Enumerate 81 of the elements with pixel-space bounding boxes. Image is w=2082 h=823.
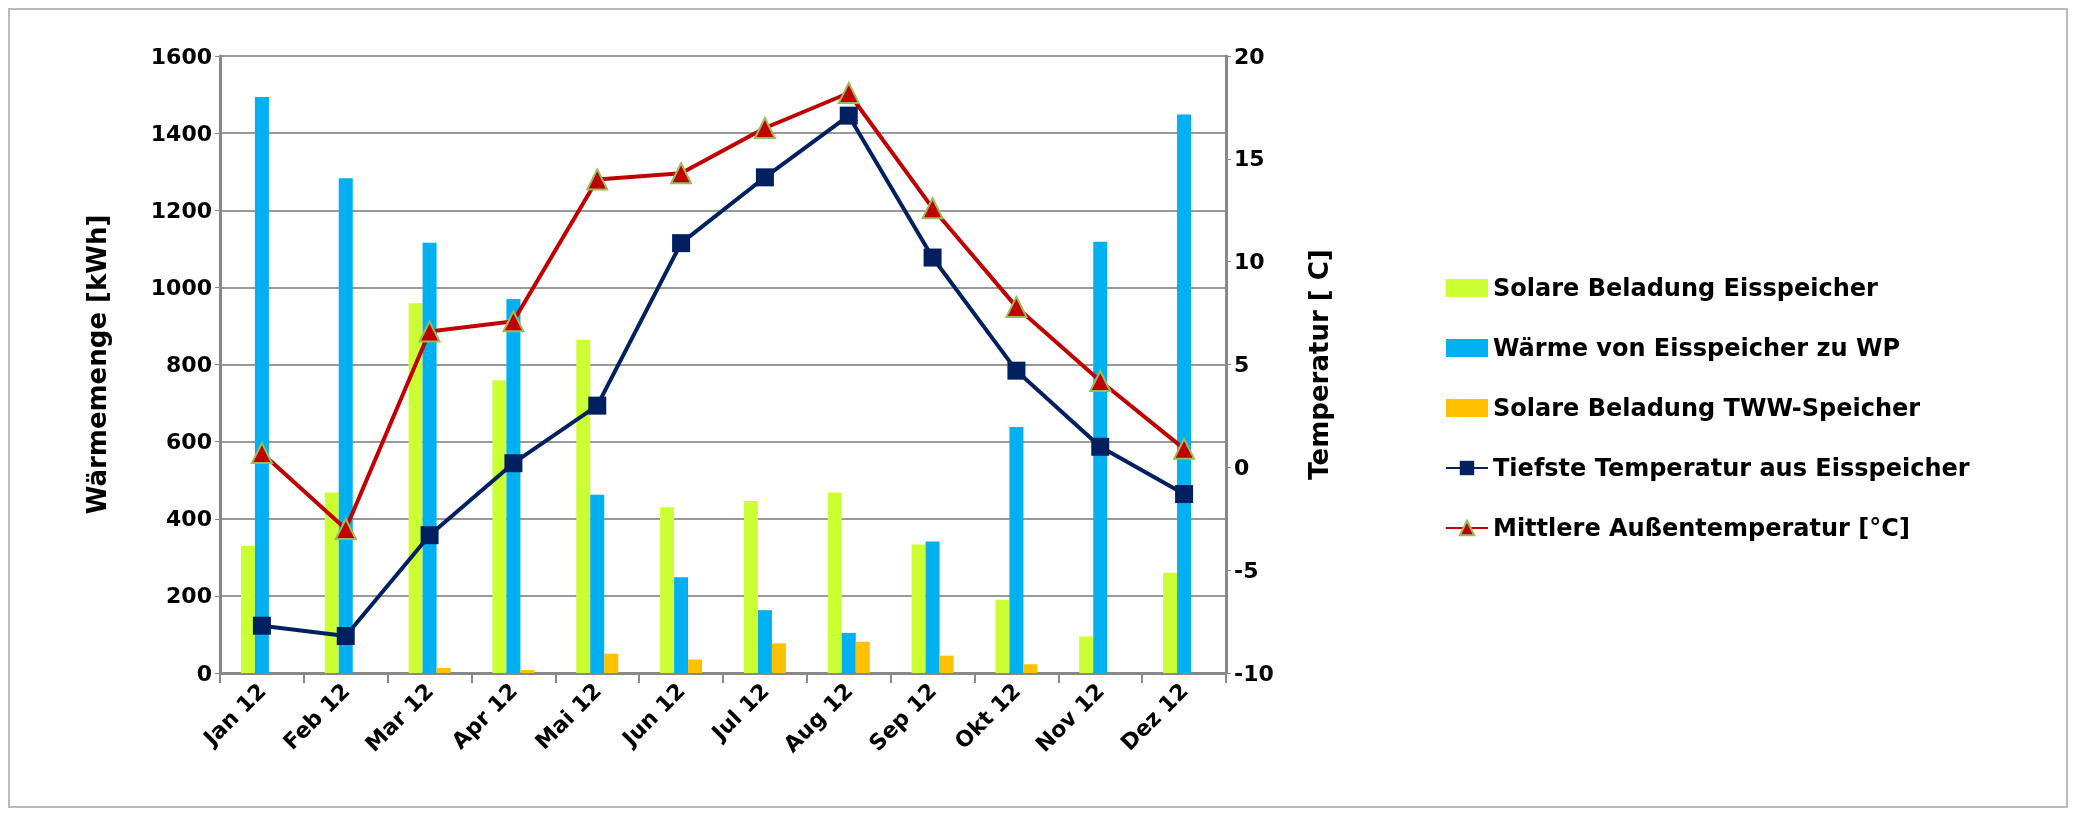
point xyxy=(755,168,774,187)
legend-label: Solare Beladung Eisspeicher xyxy=(1493,274,1879,302)
bar xyxy=(1079,636,1094,673)
point xyxy=(923,248,942,267)
point xyxy=(672,234,691,253)
point xyxy=(1091,437,1110,456)
bar xyxy=(841,632,856,673)
y-tick-label: 0 xyxy=(196,660,212,686)
x-tick-label: Okt 12 xyxy=(949,678,1026,754)
bar xyxy=(1177,114,1192,673)
point xyxy=(336,626,355,645)
bar xyxy=(1009,426,1024,673)
point xyxy=(504,454,523,473)
bar xyxy=(240,545,255,673)
y-tick-label: 800 xyxy=(166,352,212,377)
point xyxy=(1089,369,1112,392)
bar xyxy=(422,242,437,673)
y2-tick-label: 0 xyxy=(1234,454,1250,480)
point xyxy=(1005,295,1028,318)
point xyxy=(252,616,271,635)
point xyxy=(588,396,607,415)
x-tick-label: Feb 12 xyxy=(278,678,355,755)
bar xyxy=(254,96,269,673)
bar xyxy=(520,669,535,673)
legend-label: Tiefste Temperatur aus Eisspeicher xyxy=(1493,454,1970,482)
point xyxy=(502,310,525,333)
point xyxy=(418,320,441,343)
legend-label: Solare Beladung TWW-Speicher xyxy=(1493,394,1921,422)
point xyxy=(839,106,858,125)
bar xyxy=(995,599,1010,673)
y-tick-label: 1200 xyxy=(150,197,212,223)
bar xyxy=(338,178,353,673)
y2-tick-label: 15 xyxy=(1234,146,1265,172)
bar xyxy=(436,667,451,673)
y2-tick-label: -10 xyxy=(1234,660,1274,686)
y-axis-title: Wärmemenge [kWh] xyxy=(82,214,112,515)
bar xyxy=(911,544,926,673)
bar xyxy=(827,492,842,673)
y2-tick-label: 10 xyxy=(1234,249,1265,275)
y2-tick-label: -5 xyxy=(1234,557,1259,583)
bar xyxy=(1163,572,1178,673)
point xyxy=(670,162,693,185)
bar xyxy=(925,541,940,673)
y-tick-label: 400 xyxy=(166,506,212,532)
y2-tick-label: 20 xyxy=(1234,43,1265,69)
y-tick-label: 1400 xyxy=(150,120,212,146)
bar xyxy=(757,610,772,673)
point xyxy=(1007,361,1026,380)
bar xyxy=(1023,664,1038,673)
point xyxy=(921,197,944,220)
point xyxy=(1175,485,1194,504)
y2-axis-title: Temperatur [ C] xyxy=(1304,249,1334,480)
bar xyxy=(576,339,591,673)
point xyxy=(753,116,776,139)
bar xyxy=(939,655,954,673)
bar xyxy=(674,577,689,673)
bar xyxy=(604,653,619,673)
bar xyxy=(743,501,758,673)
bar xyxy=(408,303,423,673)
point xyxy=(420,526,439,545)
y-tick-label: 200 xyxy=(166,583,212,609)
bar xyxy=(660,507,675,673)
bar xyxy=(324,492,339,673)
bar xyxy=(590,494,605,673)
bar xyxy=(1093,241,1108,673)
bar xyxy=(771,643,786,673)
y-tick-label: 1000 xyxy=(150,274,212,300)
bar xyxy=(492,380,507,673)
point xyxy=(250,441,273,464)
legend-label: Wärme von Eisspeicher zu WP xyxy=(1493,334,1900,362)
point xyxy=(1173,437,1196,460)
bar xyxy=(688,659,703,673)
x-tick-label: Jul 12 xyxy=(705,678,774,747)
y2-tick-label: 5 xyxy=(1234,352,1250,377)
point xyxy=(837,82,860,105)
y-tick-label: 1600 xyxy=(150,43,212,69)
point xyxy=(586,168,609,191)
point xyxy=(334,518,357,541)
y-tick-label: 600 xyxy=(166,429,212,455)
legend-label: Mittlere Außentemperatur [°C] xyxy=(1493,514,1910,542)
bar xyxy=(855,641,870,673)
